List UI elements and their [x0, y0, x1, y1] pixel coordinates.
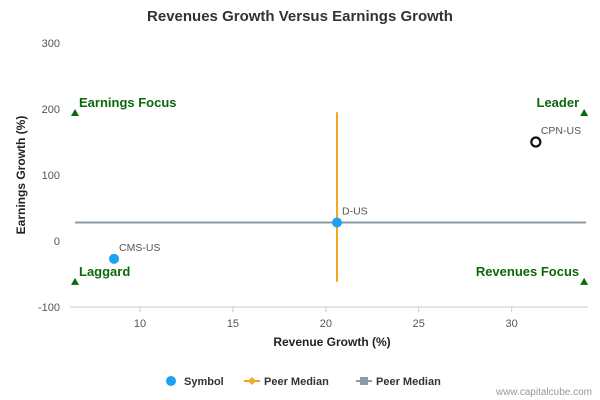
data-point	[109, 253, 120, 264]
y-tick-label: 100	[42, 170, 60, 182]
y-axis-ticks: -100 0 100 200 300	[38, 38, 60, 314]
x-axis-ticks: 10 15 20 25 30	[134, 307, 518, 330]
x-tick-label: 10	[134, 318, 146, 330]
peer-median-lines	[75, 112, 586, 282]
legend-diamond-icon	[248, 377, 256, 385]
x-tick-label: 20	[320, 318, 332, 330]
quadrant-marker-icon	[580, 277, 589, 285]
quadrant-label: Revenues Focus	[476, 264, 579, 279]
quadrant-labels: Earnings Focus Leader Laggard Revenues Focu…	[71, 95, 589, 285]
quadrant-marker-icon	[71, 277, 79, 285]
data-point	[332, 217, 343, 228]
quadrant-label: Laggard	[79, 264, 130, 279]
quadrant-label: Leader	[537, 95, 580, 110]
x-tick-label: 15	[227, 318, 239, 330]
quadrant-marker-icon	[580, 108, 589, 116]
x-axis-label: Revenue Growth (%)	[273, 335, 390, 349]
y-tick-label: 200	[42, 104, 60, 116]
legend-symbol-icon	[166, 376, 176, 386]
quadrant-label: Earnings Focus	[79, 95, 177, 110]
data-point-label: CMS-US	[119, 242, 160, 254]
legend-square-icon	[360, 377, 368, 385]
y-tick-label: 0	[54, 236, 60, 248]
legend-label: Peer Median	[264, 376, 329, 388]
y-tick-label: -100	[38, 302, 60, 314]
data-point-label: D-US	[342, 206, 368, 218]
credit-text: www.capitalcube.com	[495, 387, 592, 398]
data-point	[530, 136, 542, 148]
y-tick-label: 300	[42, 38, 60, 50]
data-points: CPN-US D-US CMS-US	[109, 125, 581, 264]
quadrant-marker-icon	[71, 108, 79, 116]
data-point-label: CPN-US	[541, 125, 581, 137]
legend: Symbol Peer Median Peer Median	[166, 376, 441, 388]
x-tick-label: 25	[413, 318, 425, 330]
legend-label: Peer Median	[376, 376, 441, 388]
chart-title: Revenues Growth Versus Earnings Growth	[147, 8, 453, 25]
y-axis-label: Earnings Growth (%)	[14, 116, 28, 235]
legend-label: Symbol	[184, 376, 224, 388]
x-tick-label: 30	[506, 318, 518, 330]
